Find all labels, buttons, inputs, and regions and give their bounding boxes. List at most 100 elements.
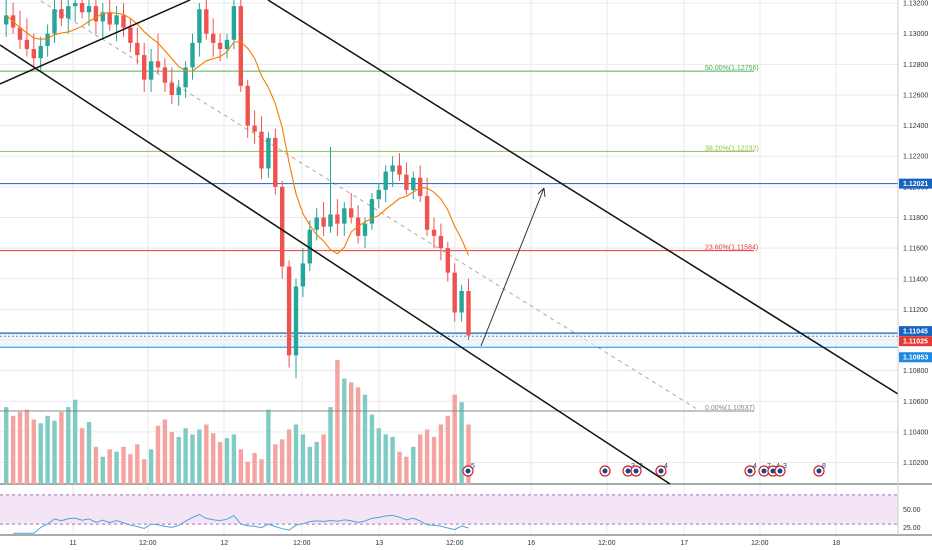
event-flag-center bbox=[770, 468, 776, 474]
time-tick-label: 12:00 bbox=[139, 540, 157, 547]
candle-body bbox=[31, 49, 36, 59]
support-zone[interactable] bbox=[0, 333, 898, 348]
candle-body bbox=[383, 171, 388, 190]
candle-body bbox=[38, 45, 43, 59]
volume-bar bbox=[142, 459, 147, 484]
volume-bar bbox=[266, 409, 271, 484]
candle-body bbox=[411, 177, 416, 190]
fib-level-label: 23.60%(1.11584) bbox=[705, 245, 758, 252]
trend-drawings[interactable] bbox=[0, 0, 899, 485]
candle-body bbox=[280, 186, 285, 267]
event-flag-center bbox=[625, 468, 631, 474]
volume-bar bbox=[169, 431, 174, 484]
volume-bar bbox=[135, 444, 140, 484]
fib-trend-line[interactable] bbox=[0, 0, 701, 412]
volume-bar bbox=[121, 446, 126, 484]
candle-body bbox=[204, 9, 209, 34]
volume-bar bbox=[349, 382, 354, 484]
volume-bar bbox=[404, 456, 409, 484]
price-tick-label: 1.12800 bbox=[903, 62, 928, 69]
volume-bar bbox=[245, 461, 250, 484]
candle-body bbox=[86, 6, 92, 13]
time-tick-label: 18 bbox=[832, 540, 840, 547]
volume-bar bbox=[217, 441, 223, 484]
horizontal-levels[interactable] bbox=[0, 183, 898, 348]
time-tick-label: 12 bbox=[220, 540, 228, 547]
candle-body bbox=[17, 27, 23, 40]
volume-bar bbox=[10, 415, 16, 484]
fibonacci-levels[interactable]: 50.00%(1.12756) 38.20%(1.12232) 23.60%(1.1… bbox=[0, 0, 759, 412]
rsi-tick-label: 25.00 bbox=[903, 525, 921, 532]
volume-bar bbox=[293, 424, 299, 484]
event-count-label: 8 bbox=[822, 463, 826, 470]
volume-bar bbox=[224, 438, 230, 484]
volume-bar bbox=[321, 434, 326, 484]
candle-body bbox=[321, 217, 326, 227]
candle-body bbox=[252, 125, 257, 132]
event-flag-center bbox=[761, 468, 767, 474]
rsi-band bbox=[0, 494, 898, 525]
candle-body bbox=[224, 39, 230, 50]
event-count-label: 5 bbox=[471, 463, 475, 470]
event-count-label: 7 bbox=[767, 463, 771, 470]
volume-bar bbox=[155, 425, 161, 484]
channel-line[interactable] bbox=[0, 44, 671, 485]
price-badge[interactable] bbox=[899, 326, 932, 337]
volume-bar bbox=[211, 433, 216, 484]
time-tick-label: 12:00 bbox=[293, 540, 311, 547]
time-axis[interactable]: 11 12:00 12 12:00 13 12:00 16 12:00 17 12:00 18 bbox=[69, 540, 840, 547]
event-flag-center bbox=[777, 468, 783, 474]
candle-body bbox=[424, 196, 430, 230]
volume-bar bbox=[197, 429, 202, 484]
volume-bar bbox=[238, 449, 243, 484]
volume-bar bbox=[183, 428, 188, 484]
candle-body bbox=[155, 61, 161, 68]
candle-body bbox=[466, 291, 471, 336]
price-tick-label: 1.10400 bbox=[903, 429, 928, 436]
time-tick-label: 12:00 bbox=[598, 540, 616, 547]
price-badge[interactable] bbox=[899, 178, 932, 189]
channel-line[interactable] bbox=[0, 0, 191, 85]
volume-bar bbox=[418, 434, 423, 484]
price-tick-label: 1.13200 bbox=[903, 1, 928, 8]
volume-bar bbox=[93, 446, 99, 484]
event-count-label: 2 bbox=[639, 463, 643, 470]
candle-body bbox=[314, 217, 319, 230]
candle-body bbox=[121, 15, 126, 28]
arrow-head bbox=[537, 187, 546, 198]
volume-bar bbox=[73, 399, 78, 484]
candle-body bbox=[190, 42, 195, 68]
candle-body bbox=[107, 12, 112, 25]
candle-body bbox=[148, 61, 154, 80]
volume-bar bbox=[397, 451, 402, 484]
candle-body bbox=[342, 208, 347, 224]
volume-bar bbox=[4, 407, 9, 484]
candlesticks bbox=[4, 0, 471, 379]
volume-bar bbox=[307, 446, 312, 484]
volume-bar bbox=[204, 424, 209, 484]
candle-body bbox=[273, 137, 278, 187]
volume-bar bbox=[286, 429, 292, 484]
price-badge-label: 1.11045 bbox=[903, 329, 928, 336]
event-flag-center bbox=[747, 468, 753, 474]
candle-body bbox=[128, 27, 133, 43]
projection-arrow[interactable] bbox=[480, 187, 545, 347]
time-tick-label: 16 bbox=[527, 540, 535, 547]
price-badge[interactable] bbox=[899, 336, 932, 347]
candle-body bbox=[4, 15, 9, 25]
volume-bar bbox=[86, 422, 92, 484]
candle-body bbox=[79, 3, 85, 13]
volume-bar bbox=[383, 434, 388, 484]
price-badge-label: 1.11025 bbox=[903, 339, 928, 346]
economic-events[interactable]: 532447438 bbox=[462, 463, 826, 477]
price-badge[interactable] bbox=[899, 352, 932, 363]
volume-bar bbox=[259, 459, 264, 484]
candle-body bbox=[217, 42, 223, 50]
channel-line[interactable] bbox=[267, 0, 899, 395]
fib-level-label: 38.20%(1.12232) bbox=[705, 145, 759, 152]
candle-body bbox=[328, 214, 333, 227]
volume-bar bbox=[466, 424, 471, 484]
volume-bar bbox=[335, 360, 340, 484]
price-axis[interactable]: 1.13200 1.13000 1.12800 1.12600 1.12400 1.122… bbox=[897, 0, 932, 535]
